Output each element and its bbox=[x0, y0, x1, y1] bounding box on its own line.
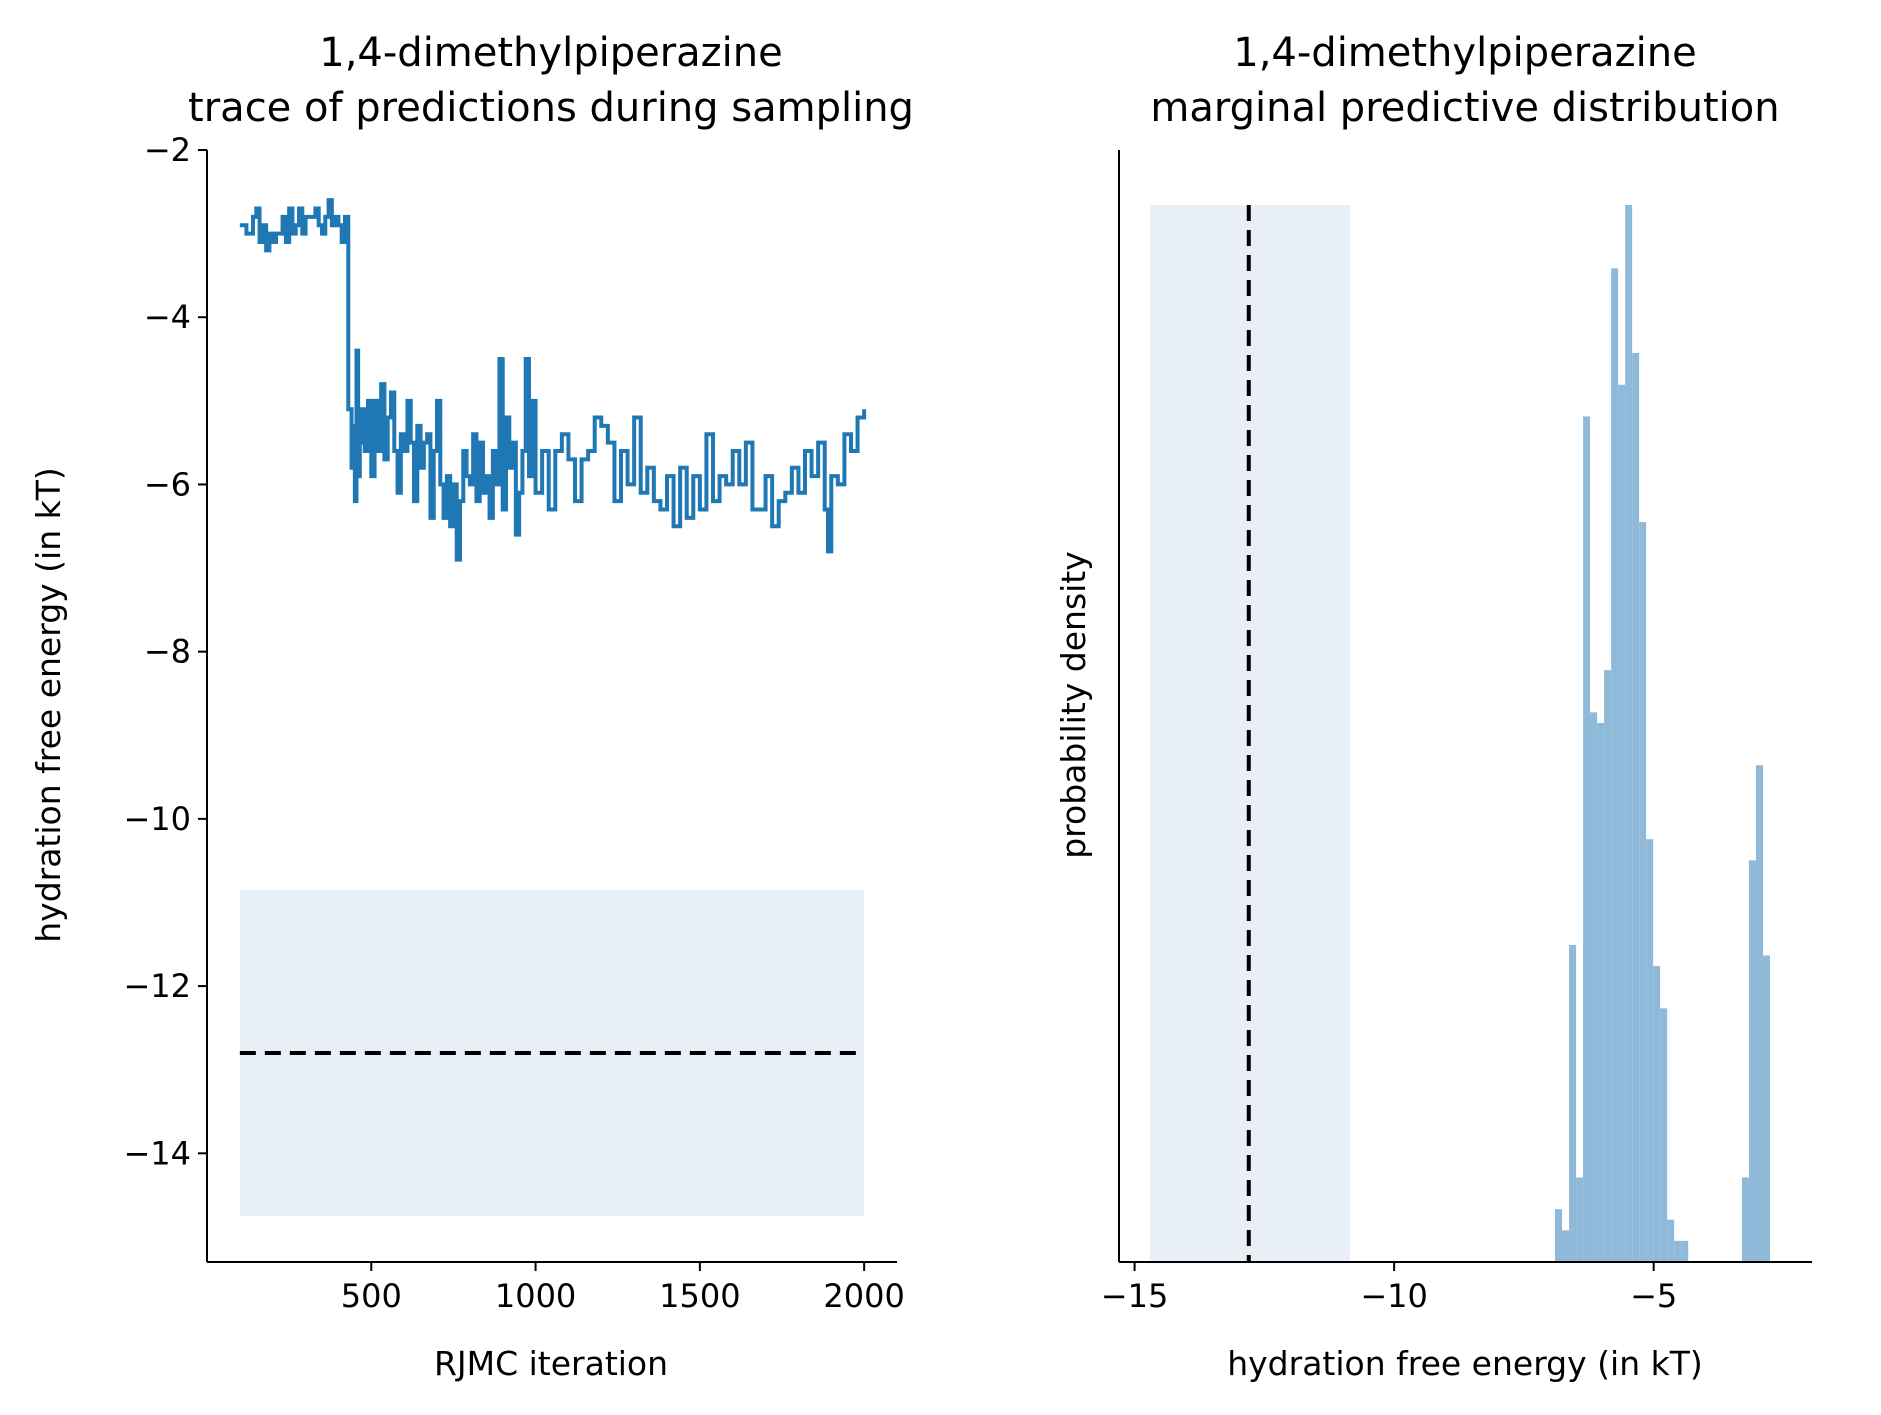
trace-title: 1,4-dimethylpiperazine bbox=[319, 30, 782, 76]
histogram-bar bbox=[1674, 1240, 1682, 1262]
distribution-x-tick-label: −5 bbox=[1630, 1277, 1677, 1315]
histogram-bar bbox=[1590, 712, 1598, 1262]
histogram-bar bbox=[1681, 1240, 1689, 1262]
trace-panel: 1,4-dimethylpiperazine trace of predicti… bbox=[29, 30, 914, 1383]
trace-y-tick-label: −8 bbox=[144, 633, 191, 671]
histogram-bar bbox=[1597, 722, 1605, 1262]
trace-y-tick-label: −4 bbox=[144, 298, 191, 336]
histogram-bar bbox=[1611, 268, 1619, 1262]
histogram-bar bbox=[1632, 352, 1640, 1263]
histogram-bar bbox=[1748, 860, 1756, 1262]
trace-series bbox=[239, 198, 867, 562]
trace-subtitle: trace of predictions during sampling bbox=[188, 85, 914, 131]
histogram-bar bbox=[1755, 765, 1763, 1262]
distribution-title: 1,4-dimethylpiperazine bbox=[1233, 30, 1696, 76]
distribution-axes bbox=[1118, 150, 1812, 1263]
trace-x-ticks: 500 1000 1500 2000 bbox=[341, 1262, 905, 1315]
trace-x-tick-label: 1000 bbox=[495, 1277, 576, 1315]
histogram-bar bbox=[1625, 205, 1633, 1262]
distribution-subtitle: marginal predictive distribution bbox=[1150, 85, 1779, 131]
histogram-bar bbox=[1562, 1230, 1570, 1262]
histogram-bar bbox=[1555, 1209, 1563, 1262]
distribution-x-tick-label: −10 bbox=[1360, 1277, 1428, 1315]
histogram-bar bbox=[1653, 966, 1661, 1262]
histogram-bar bbox=[1576, 1177, 1584, 1262]
trace-line bbox=[239, 198, 867, 562]
histogram-bar bbox=[1604, 670, 1612, 1262]
trace-y-tick-label: −2 bbox=[144, 131, 191, 169]
distribution-x-axis-label: hydration free energy (in kT) bbox=[1227, 1344, 1703, 1383]
histogram-bar bbox=[1762, 955, 1770, 1262]
distribution-y-axis-label: probability density bbox=[1054, 551, 1093, 859]
trace-x-tick-label: 1500 bbox=[659, 1277, 740, 1315]
trace-x-tick-label: 500 bbox=[341, 1277, 402, 1315]
histogram-bar bbox=[1667, 1219, 1675, 1262]
trace-y-tick-label: −14 bbox=[123, 1134, 191, 1172]
trace-x-axis-label: RJMC iteration bbox=[434, 1344, 668, 1383]
histogram-bar bbox=[1618, 384, 1626, 1262]
histogram-bar bbox=[1583, 416, 1591, 1262]
trace-x-tick-label: 2000 bbox=[823, 1277, 904, 1315]
trace-y-ticks: −2 −4 −6 −8 −10 −12 −14 bbox=[123, 131, 207, 1172]
distribution-histogram bbox=[1555, 205, 1770, 1263]
histogram-bar bbox=[1646, 839, 1654, 1262]
trace-y-tick-label: −10 bbox=[123, 800, 191, 838]
histogram-bar bbox=[1660, 1008, 1668, 1262]
trace-axes bbox=[206, 150, 897, 1263]
distribution-x-ticks: −15 −10 −5 bbox=[1101, 1262, 1677, 1315]
histogram-bar bbox=[1569, 944, 1577, 1262]
trace-y-tick-label: −12 bbox=[123, 967, 191, 1005]
histogram-bar bbox=[1741, 1177, 1749, 1262]
trace-y-axis-label: hydration free energy (in kT) bbox=[29, 467, 68, 943]
histogram-bar bbox=[1639, 522, 1647, 1262]
trace-y-tick-label: −6 bbox=[144, 465, 191, 503]
distribution-x-tick-label: −15 bbox=[1101, 1277, 1169, 1315]
distribution-panel: 1,4-dimethylpiperazine marginal predicti… bbox=[1054, 30, 1812, 1383]
